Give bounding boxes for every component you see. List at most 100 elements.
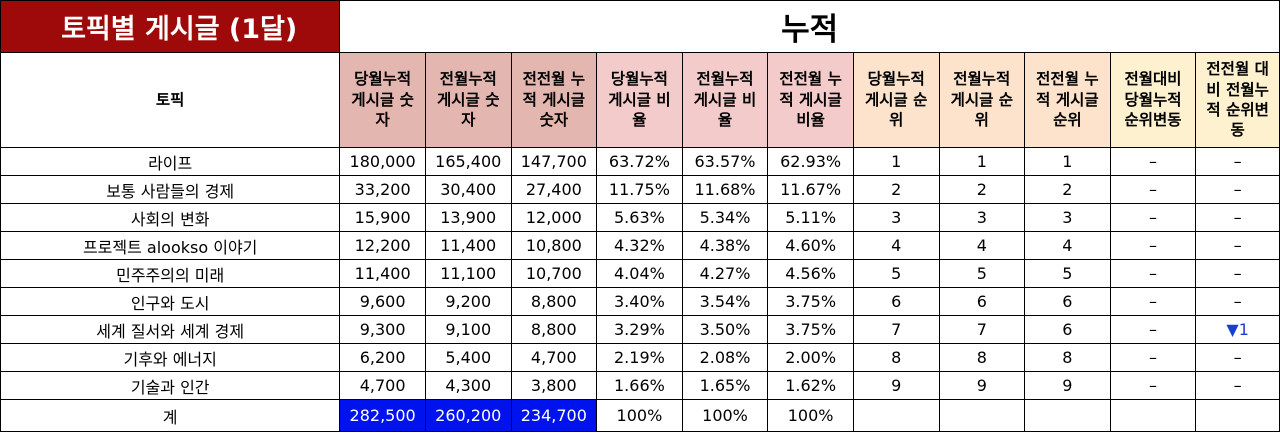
- previous-count-cell[interactable]: 4,300: [424, 371, 512, 400]
- previous-count-cell[interactable]: 13,900: [424, 203, 512, 232]
- previous-ratio-cell[interactable]: 1.65%: [681, 371, 769, 400]
- rank-change-previous-vs-two-months-ago-cell[interactable]: –: [1195, 147, 1280, 176]
- rank-change-vs-previous-cell[interactable]: –: [1109, 371, 1197, 400]
- topic-cell[interactable]: 기술과 인간: [0, 371, 341, 400]
- two-months-ago-rank-cell[interactable]: 1: [1024, 147, 1111, 176]
- previous-rank-cell[interactable]: 9: [938, 371, 1026, 400]
- current-count-cell[interactable]: 180,000: [339, 147, 426, 176]
- current-rank-cell[interactable]: 8: [852, 343, 940, 372]
- current-ratio-cell[interactable]: 4.32%: [596, 231, 683, 260]
- empty-cell[interactable]: [1195, 399, 1280, 432]
- previous-ratio-cell[interactable]: 4.27%: [681, 259, 769, 288]
- two-months-ago-rank-cell[interactable]: 5: [1024, 259, 1111, 288]
- rank-change-vs-previous-cell[interactable]: –: [1109, 343, 1197, 372]
- empty-cell[interactable]: [938, 399, 1026, 432]
- topic-cell[interactable]: 기후와 에너지: [0, 343, 341, 372]
- two-months-ago-rank-cell[interactable]: 8: [1024, 343, 1111, 372]
- total-label[interactable]: 계: [0, 399, 341, 432]
- current-rank-cell[interactable]: 6: [852, 287, 940, 316]
- two-months-ago-count-cell[interactable]: 3,800: [510, 371, 598, 400]
- previous-count-cell[interactable]: 5,400: [424, 343, 512, 372]
- two-months-ago-count-cell[interactable]: 12,000: [510, 203, 598, 232]
- previous-rank-cell[interactable]: 5: [938, 259, 1026, 288]
- empty-cell[interactable]: [852, 399, 940, 432]
- topic-cell[interactable]: 사회의 변화: [0, 203, 341, 232]
- two-months-ago-count-cell[interactable]: 27,400: [510, 175, 598, 204]
- two-months-ago-ratio-cell[interactable]: 11.67%: [767, 175, 854, 204]
- rank-change-previous-vs-two-months-ago-cell[interactable]: –: [1195, 287, 1280, 316]
- header-topic[interactable]: 토픽: [0, 52, 341, 148]
- rank-change-previous-vs-two-months-ago-cell[interactable]: –: [1195, 175, 1280, 204]
- two-months-ago-ratio-cell[interactable]: 5.11%: [767, 203, 854, 232]
- current-rank-cell[interactable]: 4: [852, 231, 940, 260]
- two-months-ago-count-cell[interactable]: 10,700: [510, 259, 598, 288]
- total-current-ratio[interactable]: 100%: [596, 399, 683, 432]
- previous-ratio-cell[interactable]: 5.34%: [681, 203, 769, 232]
- rank-change-vs-previous-cell[interactable]: –: [1109, 287, 1197, 316]
- current-ratio-cell[interactable]: 5.63%: [596, 203, 683, 232]
- rank-change-previous-vs-two-months-ago-cell[interactable]: ▼1: [1195, 315, 1280, 344]
- two-months-ago-ratio-cell[interactable]: 62.93%: [767, 147, 854, 176]
- two-months-ago-rank-cell[interactable]: 6: [1024, 287, 1111, 316]
- current-ratio-cell[interactable]: 1.66%: [596, 371, 683, 400]
- previous-count-cell[interactable]: 9,100: [424, 315, 512, 344]
- total-previous-count[interactable]: 260,200: [424, 399, 512, 432]
- rank-change-previous-vs-two-months-ago-cell[interactable]: –: [1195, 231, 1280, 260]
- current-rank-cell[interactable]: 3: [852, 203, 940, 232]
- rank-change-vs-previous-cell[interactable]: –: [1109, 147, 1197, 176]
- header-rank-change-vs-previous[interactable]: 전월대비 당월누적 순위변동: [1109, 52, 1197, 148]
- two-months-ago-count-cell[interactable]: 8,800: [510, 287, 598, 316]
- topic-cell[interactable]: 인구와 도시: [0, 287, 341, 316]
- current-count-cell[interactable]: 4,700: [339, 371, 426, 400]
- two-months-ago-count-cell[interactable]: 4,700: [510, 343, 598, 372]
- current-count-cell[interactable]: 33,200: [339, 175, 426, 204]
- total-two-months-ago-ratio[interactable]: 100%: [767, 399, 854, 432]
- two-months-ago-ratio-cell[interactable]: 3.75%: [767, 315, 854, 344]
- topic-cell[interactable]: 라이프: [0, 147, 341, 176]
- previous-ratio-cell[interactable]: 3.54%: [681, 287, 769, 316]
- rank-change-previous-vs-two-months-ago-cell[interactable]: –: [1195, 343, 1280, 372]
- two-months-ago-ratio-cell[interactable]: 4.56%: [767, 259, 854, 288]
- group-header-cumulative[interactable]: 누적: [339, 0, 1280, 53]
- previous-ratio-cell[interactable]: 3.50%: [681, 315, 769, 344]
- previous-ratio-cell[interactable]: 2.08%: [681, 343, 769, 372]
- current-ratio-cell[interactable]: 63.72%: [596, 147, 683, 176]
- previous-rank-cell[interactable]: 1: [938, 147, 1026, 176]
- previous-rank-cell[interactable]: 3: [938, 203, 1026, 232]
- current-count-cell[interactable]: 15,900: [339, 203, 426, 232]
- two-months-ago-ratio-cell[interactable]: 2.00%: [767, 343, 854, 372]
- rank-change-vs-previous-cell[interactable]: –: [1109, 203, 1197, 232]
- current-ratio-cell[interactable]: 2.19%: [596, 343, 683, 372]
- previous-ratio-cell[interactable]: 11.68%: [681, 175, 769, 204]
- current-ratio-cell[interactable]: 4.04%: [596, 259, 683, 288]
- two-months-ago-count-cell[interactable]: 147,700: [510, 147, 598, 176]
- two-months-ago-rank-cell[interactable]: 2: [1024, 175, 1111, 204]
- two-months-ago-ratio-cell[interactable]: 3.75%: [767, 287, 854, 316]
- topic-cell[interactable]: 프로젝트 alookso 이야기: [0, 231, 341, 260]
- previous-rank-cell[interactable]: 4: [938, 231, 1026, 260]
- previous-rank-cell[interactable]: 8: [938, 343, 1026, 372]
- current-rank-cell[interactable]: 5: [852, 259, 940, 288]
- rank-change-vs-previous-cell[interactable]: –: [1109, 259, 1197, 288]
- two-months-ago-rank-cell[interactable]: 6: [1024, 315, 1111, 344]
- rank-change-vs-previous-cell[interactable]: –: [1109, 315, 1197, 344]
- empty-cell[interactable]: [1024, 399, 1111, 432]
- current-ratio-cell[interactable]: 11.75%: [596, 175, 683, 204]
- previous-count-cell[interactable]: 11,400: [424, 231, 512, 260]
- previous-count-cell[interactable]: 30,400: [424, 175, 512, 204]
- current-ratio-cell[interactable]: 3.40%: [596, 287, 683, 316]
- total-two-months-ago-count[interactable]: 234,700: [510, 399, 598, 432]
- current-count-cell[interactable]: 12,200: [339, 231, 426, 260]
- rank-change-previous-vs-two-months-ago-cell[interactable]: –: [1195, 259, 1280, 288]
- rank-change-previous-vs-two-months-ago-cell[interactable]: –: [1195, 371, 1280, 400]
- previous-ratio-cell[interactable]: 63.57%: [681, 147, 769, 176]
- previous-count-cell[interactable]: 9,200: [424, 287, 512, 316]
- current-rank-cell[interactable]: 1: [852, 147, 940, 176]
